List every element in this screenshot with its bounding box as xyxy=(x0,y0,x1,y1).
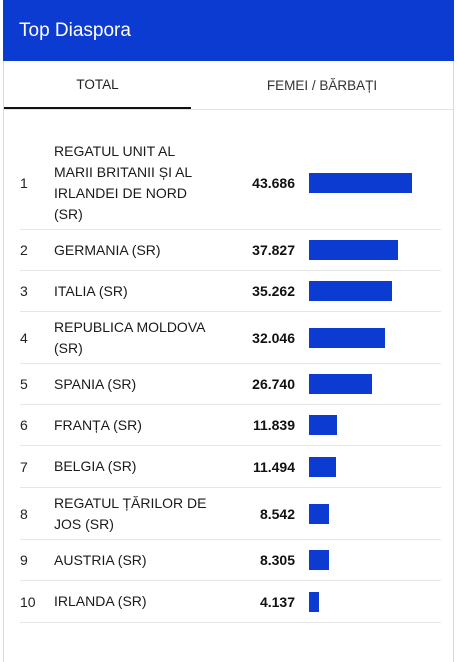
tab-bar: TOTAL FEMEI / BĂRBAȚI xyxy=(4,61,453,110)
rank-number: 5 xyxy=(20,376,28,392)
ranking-row: 3 ITALIA (SR) 35.262 xyxy=(20,271,441,312)
bar-track xyxy=(309,550,441,570)
rank-number: 6 xyxy=(20,417,28,433)
bar-track xyxy=(309,456,441,477)
ranking-row: 2 GERMANIA (SR) 37.827 xyxy=(20,230,441,271)
country-name: REPUBLICA MOLDOVA (SR) xyxy=(54,318,205,356)
diaspora-count: 11.494 xyxy=(252,458,295,475)
country-name: REGATUL UNIT AL MARII BRITANII ȘI AL IRL… xyxy=(54,143,192,222)
diaspora-count: 43.686 xyxy=(252,175,295,191)
rank-number: 3 xyxy=(20,283,28,299)
diaspora-count: 4.137 xyxy=(259,593,295,610)
count-bar xyxy=(309,550,329,570)
country-name: REGATUL ȚĂRILOR DE JOS (SR) xyxy=(54,494,207,532)
country-name: GERMANIA (SR) xyxy=(54,241,161,258)
bar-track xyxy=(309,374,441,394)
count-bar xyxy=(309,415,337,435)
count-bar xyxy=(309,281,392,301)
bar-track xyxy=(309,503,441,524)
diaspora-card: Top Diaspora TOTAL FEMEI / BĂRBAȚI 1 REGA… xyxy=(3,0,454,662)
bar-track xyxy=(309,327,441,348)
diaspora-count: 11.839 xyxy=(252,417,295,433)
diaspora-count: 26.740 xyxy=(252,376,295,392)
rank-number: 10 xyxy=(20,593,36,610)
country-name: BELGIA (SR) xyxy=(54,458,137,474)
rank-number: 4 xyxy=(20,329,28,346)
rank-number: 2 xyxy=(20,242,28,258)
bar-track xyxy=(309,415,441,435)
ranking-row: 10 IRLANDA (SR) 4.137 xyxy=(20,581,441,623)
ranking-row: 4 REPUBLICA MOLDOVA (SR) 32.046 xyxy=(20,312,441,364)
ranking-row: 9 AUSTRIA (SR) 8.305 xyxy=(20,540,441,581)
tab-total[interactable]: TOTAL xyxy=(4,61,191,109)
count-bar xyxy=(309,374,372,394)
bar-track xyxy=(309,240,441,260)
count-bar xyxy=(309,456,336,477)
rank-number: 9 xyxy=(20,552,28,568)
ranking-row: 5 SPANIA (SR) 26.740 xyxy=(20,364,441,405)
bar-track xyxy=(309,281,441,301)
country-name: SPANIA (SR) xyxy=(54,375,137,392)
rank-number: 7 xyxy=(20,458,28,475)
country-name: ITALIA (SR) xyxy=(54,282,128,299)
country-name: FRANȚA (SR) xyxy=(54,416,142,433)
tab-women-men[interactable]: FEMEI / BĂRBAȚI xyxy=(266,77,378,93)
diaspora-count: 37.827 xyxy=(252,242,295,258)
ranking-row: 7 BELGIA (SR) 11.494 xyxy=(20,446,441,488)
ranking-row: 6 FRANȚA (SR) 11.839 xyxy=(20,405,441,446)
count-bar xyxy=(309,503,329,524)
diaspora-count: 8.542 xyxy=(259,505,295,522)
card-title: Top Diaspora xyxy=(19,20,131,41)
ranking-row: 8 REGATUL ȚĂRILOR DE JOS (SR) 8.542 xyxy=(20,488,441,540)
rank-number: 1 xyxy=(20,175,28,191)
bar-track xyxy=(309,591,441,612)
country-name: AUSTRIA (SR) xyxy=(54,551,147,568)
card-header: Top Diaspora xyxy=(3,0,454,61)
bar-track xyxy=(309,173,441,193)
diaspora-count: 32.046 xyxy=(252,329,295,346)
diaspora-count: 35.262 xyxy=(252,283,295,299)
country-name: IRLANDA (SR) xyxy=(54,593,147,609)
count-bar xyxy=(309,327,385,348)
ranking-list: 1 REGATUL UNIT AL MARII BRITANII ȘI AL IR… xyxy=(4,137,453,623)
count-bar xyxy=(309,591,319,612)
count-bar xyxy=(309,240,398,260)
ranking-row: 1 REGATUL UNIT AL MARII BRITANII ȘI AL IR… xyxy=(20,137,441,230)
diaspora-count: 8.305 xyxy=(259,552,295,568)
count-bar xyxy=(309,173,412,193)
rank-number: 8 xyxy=(20,505,28,522)
